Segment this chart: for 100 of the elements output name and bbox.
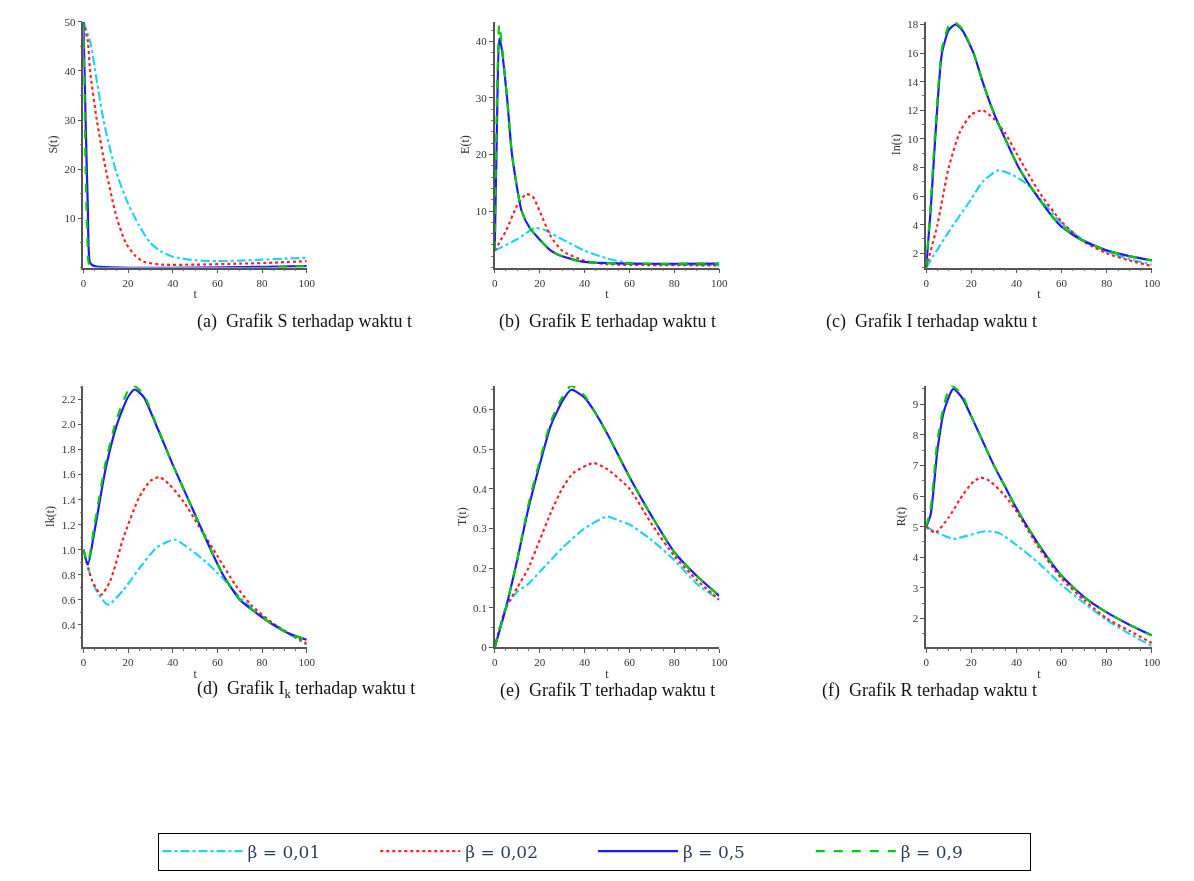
- y-tick-label: 0.6: [473, 403, 488, 416]
- y-tick-label: 3: [912, 581, 919, 594]
- x-tick-label: 0: [80, 276, 87, 289]
- x-tick-label: 20: [965, 276, 978, 289]
- y-tick-label: 20: [64, 163, 76, 176]
- y-tick-label: 8: [912, 161, 919, 174]
- x-tick-label: 80: [668, 656, 681, 669]
- x-tick-label: 100: [298, 656, 316, 669]
- y-tick-label: 6: [912, 189, 919, 202]
- y-tick-label: 2.0: [61, 418, 76, 431]
- y-tick-label: 4: [912, 551, 919, 564]
- y-axis-title: E(t): [457, 135, 472, 154]
- y-tick-label: 1.6: [61, 468, 76, 481]
- y-tick-label: 16: [907, 46, 919, 59]
- x-tick-label: 80: [256, 656, 269, 669]
- y-tick-label: 8: [912, 428, 919, 441]
- x-tick-label: 100: [711, 276, 729, 289]
- x-tick-label: 20: [534, 656, 546, 669]
- y-tick-label: 30: [64, 113, 76, 126]
- x-tick-label: 60: [1056, 276, 1068, 289]
- x-tick-label: 60: [1056, 656, 1068, 669]
- y-tick-label: 2.2: [61, 393, 76, 406]
- y-tick-label: 9: [912, 397, 919, 410]
- x-tick-label: 0: [491, 656, 498, 669]
- y-axis-title: Ik(t): [43, 505, 58, 528]
- x-axis-title: t: [605, 666, 610, 681]
- legend-label: β = 0,01: [247, 841, 321, 862]
- text: (f) Grafik R terhadap waktu t: [822, 680, 1037, 701]
- y-tick-label: 0.6: [61, 593, 76, 606]
- x-tick-label: 0: [491, 276, 498, 289]
- x-tick-label: 40: [1010, 276, 1023, 289]
- x-tick-label: 100: [1143, 276, 1161, 289]
- x-tick-label: 40: [167, 656, 179, 669]
- y-tick-label: 50: [64, 15, 76, 28]
- x-tick-label: 80: [1101, 656, 1113, 669]
- line-series: [926, 476, 1152, 645]
- y-tick-label: 12: [907, 104, 919, 117]
- y-tick-label: 10: [64, 212, 76, 225]
- y-tick-label: 5: [912, 520, 919, 533]
- x-axis-title: t: [1037, 286, 1042, 301]
- y-axis-title: R(t): [894, 506, 909, 527]
- y-tick-label: 0: [481, 641, 488, 654]
- y-tick-label: 4: [912, 218, 919, 231]
- x-tick-label: 60: [211, 276, 224, 289]
- y-axis-title: T(t): [454, 507, 469, 526]
- legend-label: β = 0,02: [465, 841, 538, 862]
- y-tick-label: 2: [912, 247, 919, 260]
- y-axis-title: In(t): [888, 133, 903, 156]
- x-tick-label: 40: [579, 656, 591, 669]
- y-tick-label: 20: [475, 148, 488, 161]
- text: (d) Grafik I$_{k}$ terhadap waktu t: [197, 678, 416, 701]
- x-axis-title: t: [193, 286, 198, 301]
- text: (c) Grafik I terhadap waktu t: [826, 311, 1037, 332]
- text: (b) Grafik E terhadap waktu t: [499, 311, 716, 332]
- x-tick-label: 60: [623, 276, 636, 289]
- y-tick-label: 1.2: [61, 518, 76, 531]
- x-tick-label: 80: [256, 276, 269, 289]
- x-tick-label: 40: [167, 276, 179, 289]
- text: (a) Grafik S terhadap waktu t: [197, 311, 412, 332]
- y-tick-label: 0.2: [473, 561, 487, 574]
- line-series: [83, 476, 307, 645]
- x-tick-label: 80: [668, 276, 681, 289]
- x-tick-label: 40: [579, 276, 591, 289]
- x-axis-title: t: [1037, 666, 1042, 681]
- y-tick-label: 18: [907, 18, 919, 31]
- y-tick-label: 30: [475, 91, 488, 104]
- x-tick-label: 100: [298, 276, 316, 289]
- y-tick-label: 0.8: [61, 568, 76, 581]
- x-tick-label: 0: [923, 276, 930, 289]
- x-tick-label: 100: [711, 656, 729, 669]
- legend-label: β = 0,9: [900, 841, 963, 862]
- y-tick-label: 40: [64, 64, 76, 77]
- x-tick-label: 20: [122, 276, 135, 289]
- x-tick-label: 20: [965, 656, 978, 669]
- x-axis-title: t: [605, 286, 610, 301]
- y-tick-label: 40: [475, 35, 488, 48]
- y-tick-label: 0.4: [473, 482, 488, 495]
- y-axis-title: S(t): [46, 135, 61, 154]
- x-tick-label: 20: [534, 276, 546, 289]
- x-tick-label: 80: [1101, 276, 1113, 289]
- text: (e) Grafik T terhadap waktu t: [500, 680, 716, 701]
- x-tick-label: 60: [211, 656, 224, 669]
- y-tick-label: 2: [912, 612, 919, 625]
- x-tick-label: 100: [1143, 656, 1161, 669]
- x-tick-label: 0: [80, 656, 87, 669]
- y-tick-label: 0.5: [473, 443, 488, 456]
- x-tick-label: 0: [923, 656, 930, 669]
- y-tick-label: 7: [912, 459, 919, 472]
- y-tick-label: 1.8: [61, 443, 76, 456]
- y-tick-label: 10: [475, 204, 488, 217]
- y-tick-label: 14: [907, 75, 919, 88]
- y-tick-label: 0.1: [473, 601, 487, 614]
- x-axis-title: t: [193, 666, 198, 681]
- y-tick-label: 1.4: [61, 493, 76, 506]
- y-tick-label: 10: [907, 132, 919, 145]
- legend-label: β = 0,5: [683, 841, 745, 862]
- x-tick-label: 40: [1010, 656, 1023, 669]
- x-tick-label: 60: [623, 656, 636, 669]
- y-tick-label: 1.0: [61, 543, 76, 556]
- y-tick-label: 0.4: [61, 618, 76, 631]
